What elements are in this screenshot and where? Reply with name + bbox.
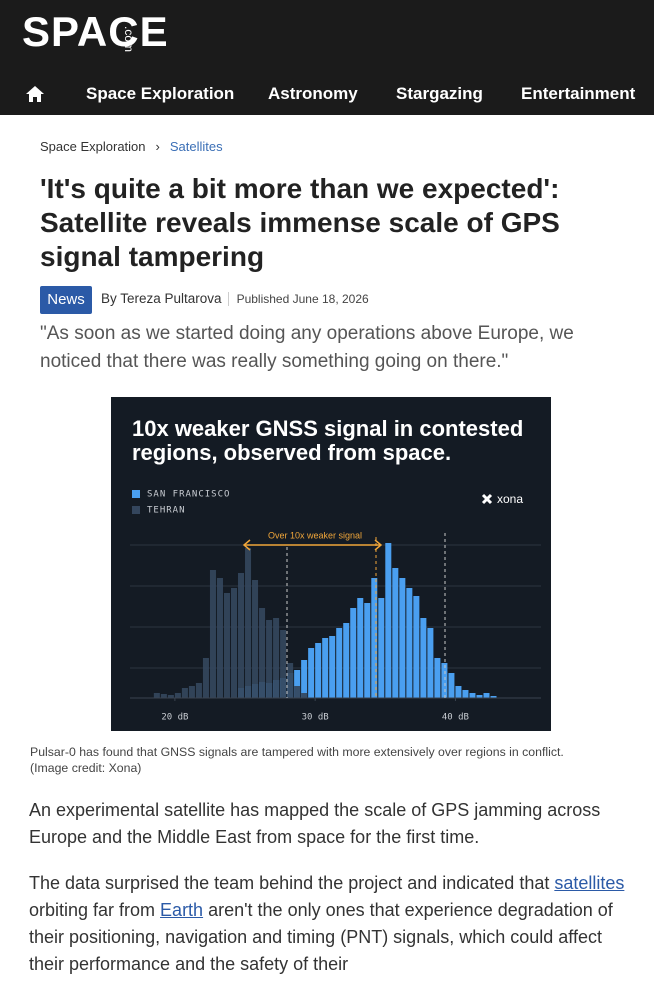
breadcrumb-link[interactable]: Satellites: [169, 139, 223, 154]
histogram-bar: [399, 578, 406, 698]
histogram-bar: [350, 608, 357, 698]
legend-swatch: [132, 506, 140, 514]
x-tick-label: 30 dB: [302, 713, 329, 723]
histogram-bar: [308, 648, 315, 698]
histogram-bar: [223, 593, 230, 698]
figure-chart: Over 10x weaker signal 10x weaker GNSS s…: [111, 397, 551, 731]
paragraph: An experimental satellite has mapped the…: [29, 797, 639, 851]
histogram-bar: [230, 588, 238, 698]
home-icon[interactable]: [25, 84, 45, 104]
legend-swatch: [132, 490, 140, 498]
caption-text: Pulsar-0 has found that GNSS signals are…: [30, 745, 564, 759]
histogram-bar: [259, 608, 266, 698]
histogram-bar: [216, 578, 223, 698]
headline: 'It's quite a bit more than we expected'…: [40, 173, 560, 272]
text: The data surprised the team behind the p…: [29, 873, 555, 893]
arrowheads: [242, 539, 383, 551]
nav-link[interactable]: Space Exploration: [86, 84, 235, 103]
histogram-bar: [252, 580, 259, 698]
histogram-bar: [469, 693, 476, 698]
histogram-bar: [322, 638, 329, 698]
x-tick-label: 20 dB: [161, 713, 188, 723]
text: aren't the only ones that experience deg…: [29, 900, 613, 974]
histogram-bar: [195, 683, 202, 698]
brand: xona: [497, 492, 523, 506]
histogram-bar: [238, 573, 245, 698]
logo[interactable]: SPACE: [22, 8, 169, 55]
histogram-bar: [476, 695, 483, 698]
histogram-bar: [287, 663, 294, 698]
breadcrumb-separator: ›: [155, 139, 160, 154]
histogram-bar: [181, 688, 188, 698]
legend-label: TEHRAN: [147, 506, 186, 516]
histogram-bar: [483, 693, 490, 698]
histogram-bar: [160, 694, 167, 698]
byline: By Tereza Pultarova Published June 18, 20…: [101, 291, 369, 306]
histogram-bar: [266, 620, 273, 698]
histogram-bar: [174, 693, 181, 698]
histogram-bar: [420, 618, 427, 698]
histogram-bar: [294, 686, 301, 698]
histogram-bar: [294, 670, 301, 698]
histogram-bar: [427, 628, 434, 698]
brand-mark: [481, 493, 493, 505]
text: orbiting far from: [29, 900, 161, 920]
image-credit: (Image credit: Xona): [30, 761, 142, 775]
histogram-bar: [280, 630, 287, 698]
chart-title-line: 10x weaker GNSS signal in contested: [132, 416, 523, 441]
histogram-bar: [357, 598, 364, 698]
histogram-bar: [413, 596, 420, 698]
histogram-bar: [343, 623, 350, 698]
histogram-bar: [364, 603, 371, 698]
logo-suffix[interactable]: .com: [122, 26, 136, 53]
histogram-bar: [202, 658, 209, 698]
histogram-bar: [434, 658, 441, 698]
histogram-bar: [371, 578, 378, 698]
histogram-bar: [329, 636, 336, 698]
histogram-bar: [273, 618, 280, 698]
histogram-bar: [245, 548, 252, 698]
standfirst: "As soon as we started doing any operati…: [40, 323, 574, 372]
tag[interactable]: News: [40, 286, 92, 314]
legend-label: SAN FRANCISCO: [147, 490, 230, 500]
author[interactable]: By Tereza Pultarova: [101, 291, 222, 306]
breadcrumb-link[interactable]: Space Exploration: [40, 139, 146, 154]
text: An experimental satellite has mapped the…: [29, 800, 601, 847]
nav-link[interactable]: Entertainment: [521, 84, 636, 103]
link[interactable]: satellites: [554, 873, 625, 893]
histogram-bar: [406, 588, 413, 698]
chart-title: 10x weaker GNSS signal in contested regio…: [132, 416, 523, 465]
histogram-bar: [315, 643, 322, 698]
histogram-bar: [462, 690, 469, 698]
histogram-bar: [490, 696, 497, 698]
caption: Pulsar-0 has found that GNSS signals are…: [30, 744, 630, 776]
histogram-bar: [441, 663, 448, 698]
histogram-bar: [167, 695, 174, 698]
histogram-bar: [188, 686, 195, 698]
chart-title-line: regions, observed from space.: [132, 440, 451, 465]
histogram-bar: [378, 598, 385, 698]
published: Published June 18, 2026: [227, 292, 369, 306]
nav-link[interactable]: Astronomy: [268, 84, 358, 103]
breadcrumb: Space Exploration › Satellites: [40, 139, 223, 154]
histogram-bar: [385, 543, 392, 698]
paragraph: The data surprised the team behind the p…: [29, 870, 639, 978]
histogram-bar: [209, 570, 216, 698]
histogram-bar: [392, 568, 399, 698]
histogram-bar: [448, 673, 455, 698]
histogram-bar: [301, 693, 308, 698]
nav-link[interactable]: Stargazing: [396, 84, 483, 103]
histogram-bar: [301, 660, 308, 698]
histogram-bar: [153, 693, 160, 698]
link[interactable]: Earth: [160, 900, 204, 920]
x-tick-label: 40 dB: [442, 713, 469, 723]
annotation: Over 10x weaker signal: [268, 530, 362, 540]
histogram-bar: [336, 628, 343, 698]
histogram-bar: [455, 686, 462, 698]
site-header: SPACE .com Space Exploration Astronomy S…: [0, 0, 654, 115]
